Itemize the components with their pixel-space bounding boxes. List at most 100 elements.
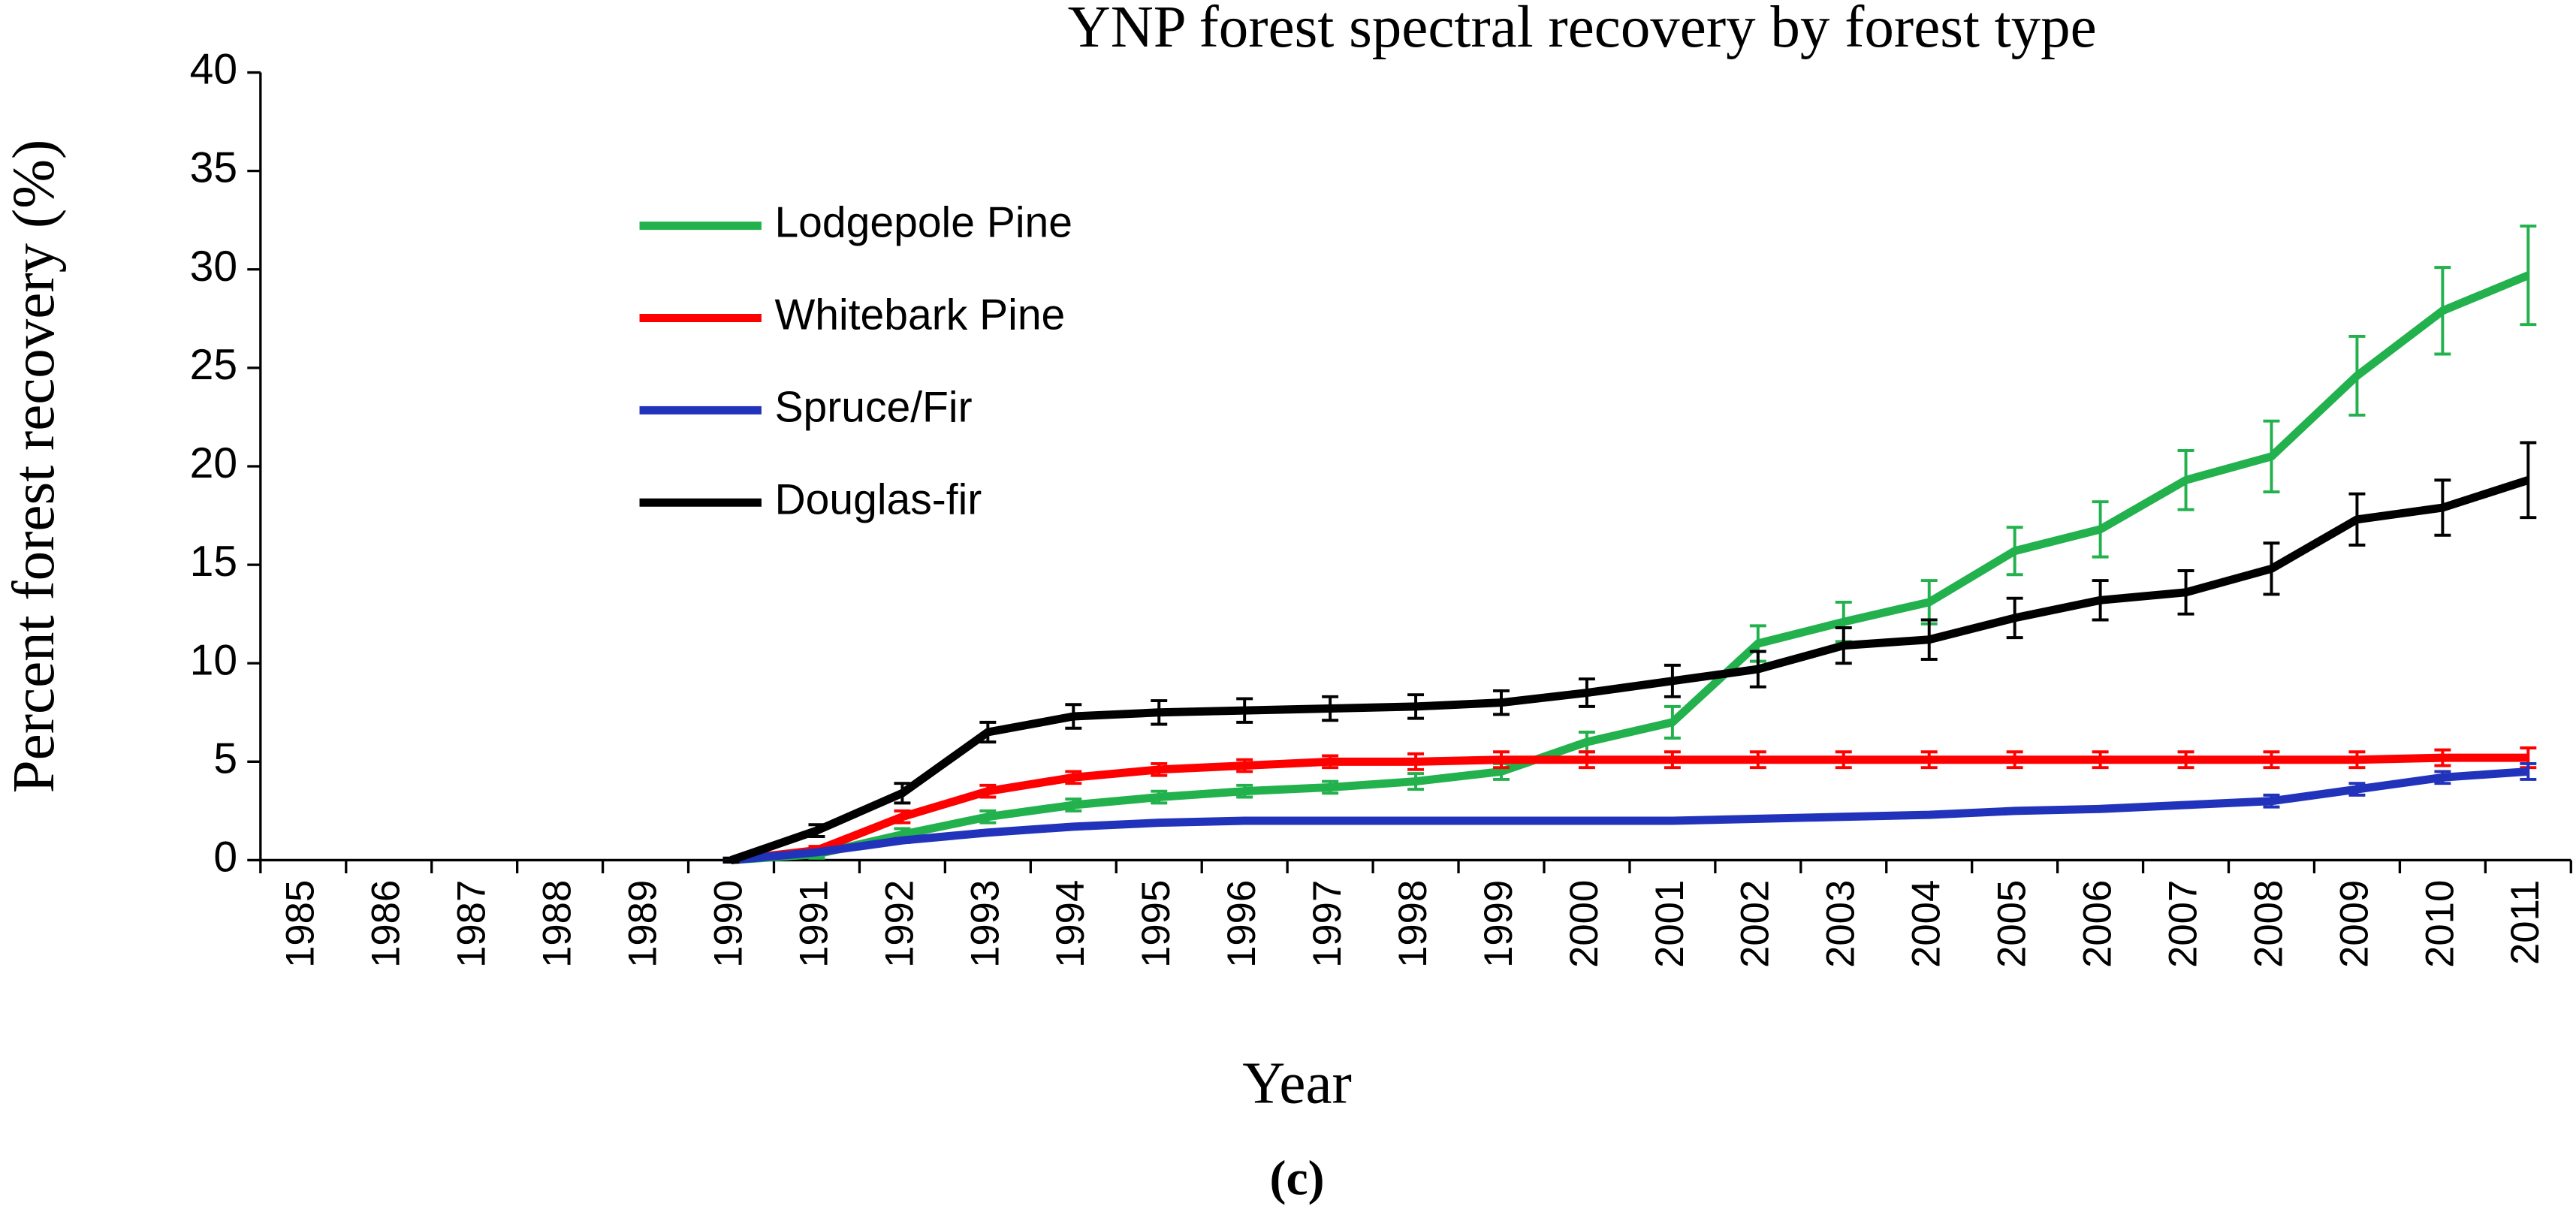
error-bar [894, 837, 911, 844]
error-bar [2177, 568, 2194, 616]
legend-label: Lodgepole Pine [774, 199, 1072, 247]
y-tick-label: 0 [213, 834, 237, 882]
error-bar [1407, 817, 1425, 825]
error-bar [722, 856, 740, 864]
error-bar [1236, 697, 1253, 724]
x-tick-label: 1994 [1048, 880, 1093, 968]
error-bar [1493, 817, 1510, 825]
chart-title: YNP forest spectral recovery by forest t… [1068, 0, 2097, 60]
x-tick-label: 1992 [877, 880, 922, 968]
error-bar [2177, 449, 2194, 511]
series-line [731, 271, 2530, 864]
error-bar [2092, 579, 2109, 622]
x-tick-label: 2007 [2161, 880, 2205, 968]
error-bar [2006, 596, 2023, 640]
error-bar [894, 809, 911, 825]
error-bar [2348, 782, 2366, 797]
x-tick-label: 1986 [364, 880, 409, 968]
error-bar [1664, 704, 1681, 740]
error-bar [1578, 750, 1595, 770]
error-bar [1835, 750, 1852, 770]
y-tick-label: 15 [190, 538, 237, 586]
y-tick-label: 10 [190, 636, 237, 684]
error-bar [2092, 500, 2109, 559]
error-bar [2006, 526, 2023, 577]
error-bar [2520, 225, 2537, 327]
error-bar [979, 783, 997, 799]
error-bar [2434, 748, 2451, 767]
x-tick-label: 1988 [535, 880, 580, 968]
error-bar [2006, 750, 2023, 770]
error-bar [2520, 441, 2537, 520]
x-tick-label: 1990 [706, 880, 750, 968]
error-bar [1749, 750, 1766, 770]
x-tick-label: 2006 [2076, 880, 2120, 968]
error-bar [2263, 750, 2280, 770]
error-bar [1407, 772, 1425, 791]
x-tick-label: 1995 [1134, 880, 1178, 968]
error-bar [1151, 819, 1168, 827]
error-bar [1322, 754, 1339, 770]
error-bar [2006, 807, 2023, 815]
error-bar [1236, 758, 1253, 773]
x-tick-label: 1987 [450, 880, 494, 968]
y-tick-label: 25 [190, 341, 237, 389]
error-bar [1151, 699, 1168, 726]
x-tick-label: 1985 [279, 880, 323, 968]
error-bar [1578, 817, 1595, 825]
error-bar [2263, 793, 2280, 809]
y-tick-label: 20 [190, 439, 237, 487]
error-bar [2092, 750, 2109, 770]
x-tick-label: 2009 [2332, 880, 2376, 968]
error-bar [2434, 770, 2451, 785]
error-bar [1835, 626, 1852, 665]
error-bar [2348, 750, 2366, 770]
error-bar [2263, 419, 2280, 494]
error-bar [1322, 817, 1339, 825]
error-bar [1065, 703, 1082, 730]
y-tick-label: 30 [190, 243, 237, 291]
legend-label: Douglas-fir [774, 475, 982, 523]
x-tick-label: 2003 [1819, 880, 1863, 968]
y-tick-label: 5 [213, 734, 237, 782]
error-bar [1151, 789, 1168, 805]
x-tick-label: 1997 [1305, 880, 1350, 968]
error-bar [1493, 689, 1510, 716]
error-bar [2263, 541, 2280, 596]
x-axis-label: Year [1242, 1051, 1352, 1117]
x-tick-label: 1991 [792, 880, 836, 968]
error-bar [1322, 779, 1339, 795]
error-bar [2177, 750, 2194, 770]
x-tick-label: 1993 [963, 880, 1007, 968]
error-bar [2434, 478, 2451, 537]
x-tick-label: 2004 [1905, 880, 1949, 968]
error-bar [1407, 752, 1425, 771]
series-line [730, 753, 2529, 864]
error-bar [1407, 693, 1425, 720]
error-bar [979, 829, 997, 837]
error-bar [1151, 761, 1168, 777]
x-tick-label: 2002 [1733, 880, 1778, 968]
x-tick-label: 2001 [1648, 880, 1692, 968]
error-bar [1664, 817, 1681, 825]
x-tick-label: 1998 [1391, 880, 1435, 968]
error-bar [2434, 266, 2451, 356]
error-bar [1065, 797, 1082, 812]
legend-label: Spruce/Fir [774, 383, 972, 431]
error-bar [1664, 663, 1681, 698]
error-bar [2177, 801, 2194, 809]
x-tick-label: 2011 [2503, 880, 2547, 965]
x-tick-label: 1999 [1477, 880, 1521, 968]
error-bar [979, 720, 997, 744]
error-bar [2348, 492, 2366, 547]
error-bar [808, 849, 825, 856]
error-bar [2520, 761, 2537, 781]
error-bar [1920, 750, 1938, 770]
error-bar [1920, 618, 1938, 661]
legend-label: Whitebark Pine [774, 291, 1065, 339]
error-bar [979, 809, 997, 825]
x-tick-label: 2008 [2246, 880, 2291, 968]
error-bar [1493, 750, 1510, 770]
error-bar [1749, 815, 1766, 822]
